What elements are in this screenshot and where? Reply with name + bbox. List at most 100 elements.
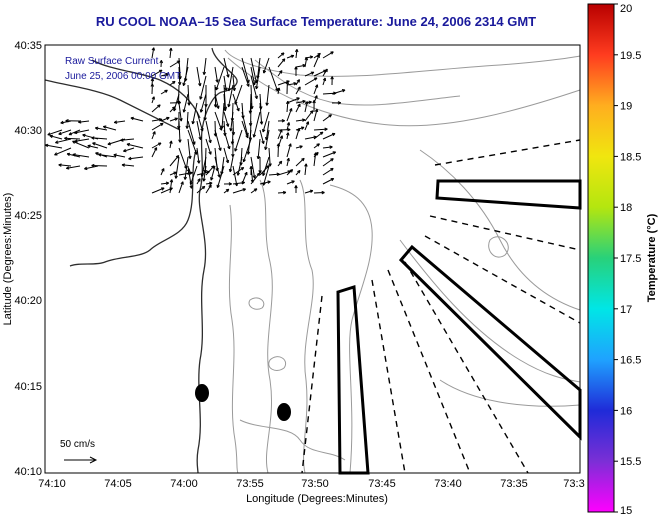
current-vector-head [209, 182, 213, 186]
current-vector [313, 128, 328, 131]
current-vector-head [183, 176, 186, 180]
current-vector [259, 102, 263, 125]
current-vector [87, 145, 99, 149]
current-vector [286, 122, 290, 131]
x-axis-label: Longitude (Degrees:Minutes) [246, 493, 388, 505]
current-vector-head [187, 102, 190, 106]
current-vector-head [208, 151, 212, 155]
current-vector [151, 142, 162, 149]
current-vector [151, 69, 163, 77]
y-tick-label: 40:20 [14, 295, 42, 307]
current-vector-head [231, 153, 234, 158]
current-vector-head [54, 152, 57, 156]
y-tick-label: 40:25 [14, 210, 42, 222]
current-vector [277, 129, 283, 140]
current-vector-head [210, 177, 212, 181]
current-vector [223, 93, 226, 112]
current-vector-head [298, 170, 301, 174]
current-vector [262, 111, 270, 133]
current-vector [169, 47, 172, 59]
current-vector [103, 126, 117, 131]
current-vector-head [213, 104, 217, 108]
current-vector [277, 170, 291, 176]
current-vector-head [121, 163, 125, 166]
current-vector [286, 143, 292, 158]
current-vector-head [182, 82, 184, 86]
current-vector-head [316, 152, 319, 156]
y-tick-label: 40:35 [14, 40, 42, 52]
current-vector [130, 117, 144, 122]
current-vector-head [199, 96, 201, 100]
current-vector [169, 179, 173, 194]
current-vector-head [246, 84, 250, 87]
colorbar-tick-label: 15.5 [620, 456, 641, 468]
current-vector-head [286, 80, 290, 85]
current-vector-head [228, 168, 231, 173]
colorbar-gradient [587, 3, 615, 513]
current-vector-head [311, 110, 314, 114]
current-vector [277, 143, 279, 158]
current-vectors [45, 47, 346, 195]
current-vector-head [91, 163, 95, 166]
current-vector-head [329, 146, 333, 149]
current-vector [160, 182, 169, 185]
current-vector [322, 158, 334, 167]
contour-line [224, 49, 581, 77]
contour-line [248, 297, 265, 310]
scale-bar: 50 cm/s [60, 439, 98, 464]
current-vector-head [66, 152, 71, 155]
x-tick-label: 73:45 [368, 478, 396, 490]
current-vector [253, 111, 261, 138]
current-vector [47, 129, 63, 136]
current-vector [241, 57, 250, 83]
current-vector-head [55, 140, 59, 144]
current-vector-head [287, 129, 291, 132]
current-vector [205, 138, 212, 155]
current-vector [264, 129, 270, 150]
current-vector-head [152, 78, 155, 82]
current-vector-head [288, 122, 291, 126]
colorbar-tick-label: 17.5 [620, 253, 641, 265]
current-vector-head [202, 71, 205, 75]
current-vector-head [337, 102, 342, 105]
current-vector [313, 52, 321, 59]
contour-line [268, 356, 286, 371]
station-marker [277, 403, 291, 421]
current-vector-head [241, 182, 245, 185]
current-vector [187, 138, 191, 159]
current-vector-head [229, 128, 232, 132]
current-vector-head [255, 85, 257, 90]
current-vector [60, 120, 72, 124]
current-vector-head [188, 155, 191, 159]
current-vector [250, 172, 260, 185]
current-vector-head [219, 127, 222, 131]
current-vector-head [227, 189, 230, 193]
current-vector-head [296, 49, 299, 53]
current-vector [228, 66, 234, 92]
scale-label: 50 cm/s [60, 439, 95, 450]
current-vector-head [174, 175, 177, 179]
dashed-line [404, 261, 529, 474]
current-vector-head [264, 136, 267, 141]
contour-line [259, 179, 273, 474]
dashed-line [301, 295, 323, 474]
current-vector-head [74, 130, 77, 134]
current-vector-head [185, 125, 188, 129]
current-vector [234, 84, 243, 105]
current-vector-head [332, 133, 336, 137]
dashed-line [387, 269, 471, 474]
station-marker [195, 384, 209, 402]
current-vector [304, 121, 309, 131]
current-vector [121, 164, 135, 167]
current-vector-head [302, 158, 305, 162]
current-vector [313, 108, 318, 122]
current-vector [205, 165, 215, 176]
current-vector [151, 122, 164, 131]
current-vector-head [66, 166, 69, 169]
current-vector [178, 66, 181, 85]
current-vector-head [170, 47, 173, 51]
colorbar: 20 19.5 19 18.5 18 17.5 17 16.5 16 15.5 15 Tempera… [587, 3, 658, 517]
current-vector [237, 156, 243, 176]
current-vector [196, 66, 201, 87]
current-vector [183, 93, 189, 113]
